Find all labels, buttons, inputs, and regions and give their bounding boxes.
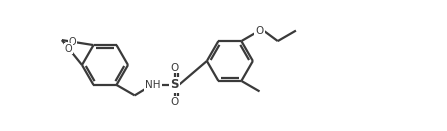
Text: O: O xyxy=(171,97,179,107)
Text: O: O xyxy=(171,63,179,73)
Text: S: S xyxy=(171,78,179,91)
Text: NH: NH xyxy=(145,80,160,90)
Text: O: O xyxy=(69,37,76,47)
Text: O: O xyxy=(255,26,264,36)
Text: O: O xyxy=(65,44,72,54)
